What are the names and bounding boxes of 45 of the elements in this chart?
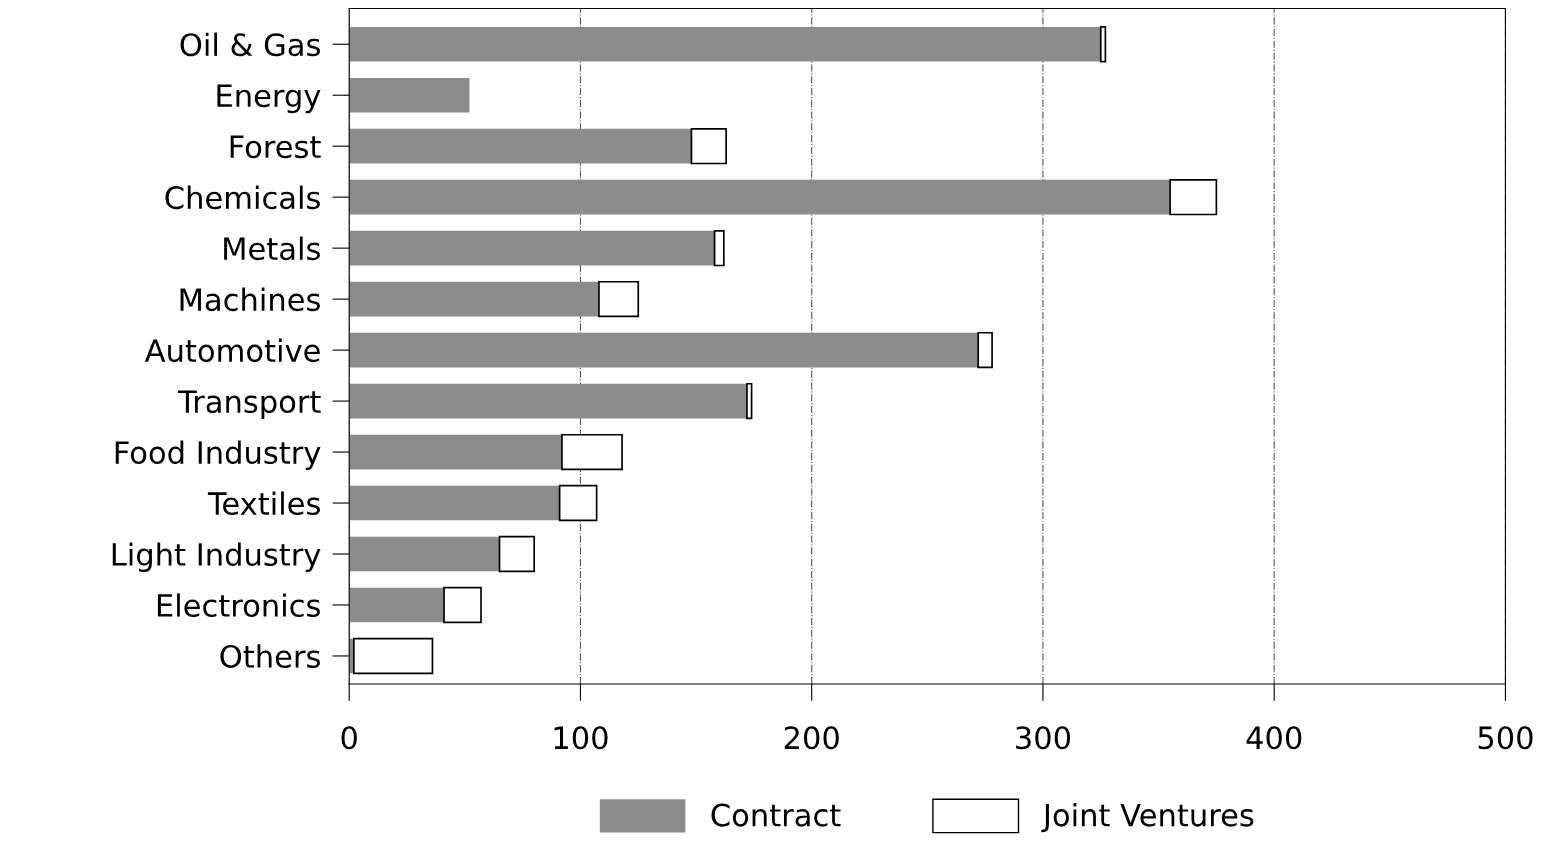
- x-tick-label: 400: [1246, 726, 1302, 750]
- bar: [746, 382, 753, 420]
- y-tick-label: Energy: [217, 84, 321, 114]
- x-tick-label: 500: [1478, 726, 1533, 750]
- bar: [558, 484, 598, 522]
- legend-label: Joint Ventures: [1041, 802, 1254, 833]
- x-tick-label: 200: [784, 726, 839, 750]
- bar: [349, 77, 470, 113]
- y-tick-label: Machines: [180, 287, 320, 312]
- y-tick-label: Food Industry: [115, 440, 321, 471]
- bar: [1169, 178, 1218, 216]
- y-tick-label: Oil & Gas: [180, 32, 320, 57]
- bar: [352, 637, 434, 675]
- bar: [349, 230, 715, 266]
- bar: [690, 128, 727, 165]
- y-tick-label: Textiles: [207, 491, 320, 516]
- bar: [349, 26, 1101, 62]
- y-tick-label: Chemicals: [165, 185, 320, 210]
- x-tick-label: 300: [1016, 726, 1071, 750]
- bar: [349, 485, 560, 521]
- legend-label: Contract: [711, 803, 841, 827]
- bar: [1099, 26, 1107, 63]
- y-tick-label: Electronics: [157, 593, 320, 618]
- bar: [561, 433, 623, 471]
- x-tick-label: 0: [341, 726, 357, 750]
- bar: [349, 434, 562, 470]
- bar: [349, 587, 445, 623]
- bar: [349, 281, 599, 317]
- y-tick-label: Others: [220, 644, 320, 669]
- bar: [977, 331, 993, 369]
- y-tick-label: Forest: [230, 135, 321, 159]
- y-tick-label: Metals: [224, 236, 320, 261]
- bar: [349, 536, 500, 572]
- x-tick-label: 100: [554, 726, 608, 750]
- bar: [443, 586, 482, 624]
- bar: [349, 179, 1171, 215]
- y-tick-label: Automotive: [144, 338, 320, 363]
- bar: [713, 229, 725, 267]
- y-tick-label: Transport: [177, 390, 321, 420]
- bar: [498, 535, 536, 573]
- bar: [598, 280, 640, 318]
- bar: [349, 332, 979, 368]
- bar: [349, 128, 692, 164]
- y-tick-label: Light Industry: [112, 542, 321, 572]
- bar: [349, 383, 747, 419]
